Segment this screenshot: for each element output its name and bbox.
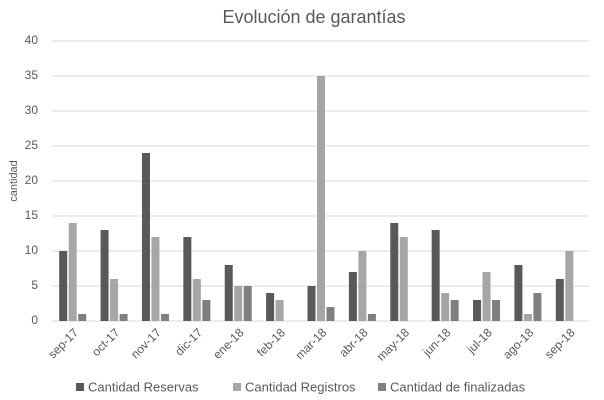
bar <box>151 237 160 321</box>
x-tick-label: dic-17 <box>172 325 205 358</box>
legend-label: Cantidad Reservas <box>88 379 199 394</box>
y-tick-label: 15 <box>25 208 39 222</box>
bar <box>78 314 87 321</box>
bar <box>317 76 325 321</box>
bar <box>367 314 376 321</box>
x-tick-label: nov-17 <box>128 325 164 361</box>
y-axis-label: cantidad <box>8 160 20 202</box>
bar <box>431 230 440 321</box>
bar <box>441 293 450 321</box>
bar <box>565 251 574 321</box>
x-tick-label: ene-18 <box>210 325 247 362</box>
legend-swatch <box>76 383 84 391</box>
bar <box>119 314 128 321</box>
legend-swatch <box>233 383 241 391</box>
bar <box>243 286 252 321</box>
legend-label: Cantidad Registros <box>245 379 356 394</box>
bar <box>160 314 169 321</box>
bar <box>523 314 532 321</box>
y-tick-label: 25 <box>25 138 39 152</box>
bar <box>234 286 243 321</box>
y-tick-label: 40 <box>25 33 39 47</box>
y-tick-label: 20 <box>25 173 39 187</box>
y-tick-label: 30 <box>25 103 39 117</box>
bar <box>224 265 233 321</box>
bar <box>450 300 459 321</box>
chart-title: Evolución de garantías <box>222 7 405 27</box>
bar <box>358 251 367 321</box>
x-tick-label: abr-18 <box>336 325 371 360</box>
bar <box>266 293 275 321</box>
legend-swatch <box>378 383 386 391</box>
bar <box>307 286 316 321</box>
bar <box>59 251 68 321</box>
x-tick-label: feb-18 <box>254 325 288 359</box>
bar <box>473 300 482 321</box>
legend-label: Cantidad de finalizadas <box>390 379 526 394</box>
bar <box>533 293 542 321</box>
bar <box>110 279 119 321</box>
bar <box>390 223 399 321</box>
x-tick-label: jul-18 <box>464 325 496 357</box>
bar <box>348 272 357 321</box>
bar <box>275 300 284 321</box>
x-tick-label: sep-17 <box>45 325 81 361</box>
bar <box>399 237 408 321</box>
bar <box>482 272 491 321</box>
x-tick-label: mar-18 <box>293 325 330 362</box>
x-tick-label: oct-17 <box>89 325 123 359</box>
bar <box>141 153 150 321</box>
bar <box>492 300 501 321</box>
bar <box>555 279 564 321</box>
bar <box>68 223 77 321</box>
y-tick-label: 35 <box>25 68 39 82</box>
x-tick-label: may-18 <box>374 325 412 363</box>
bar <box>100 230 109 321</box>
bar <box>514 265 523 321</box>
bar <box>326 307 335 321</box>
bar <box>202 300 211 321</box>
x-tick-label: jun-18 <box>419 325 453 359</box>
y-tick-label: 5 <box>31 278 38 292</box>
y-tick-label: 0 <box>31 313 38 327</box>
bar <box>192 279 201 321</box>
x-tick-label: sep-18 <box>542 325 578 361</box>
bar <box>183 237 192 321</box>
x-tick-label: ago-18 <box>500 325 537 362</box>
y-tick-label: 10 <box>25 243 39 257</box>
